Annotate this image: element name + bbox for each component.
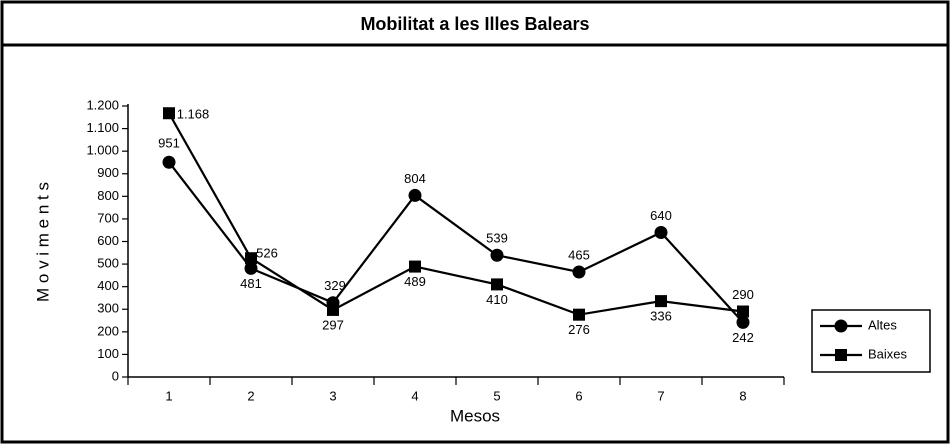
y-tick-label: 100 [97, 346, 119, 361]
data-label: 640 [650, 208, 672, 223]
y-tick-label: 800 [97, 188, 119, 203]
y-tick-label: 200 [97, 323, 119, 338]
point [737, 305, 749, 318]
point [244, 261, 258, 275]
y-tick-label: 400 [97, 278, 119, 293]
y-tick-label: 900 [97, 165, 119, 180]
y-axis-title: M o v i m e n t s [33, 182, 52, 302]
y-tick-label: 1.200 [86, 97, 119, 112]
x-tick-label: 3 [329, 388, 336, 403]
series-line [168, 161, 744, 324]
data-label: 297 [322, 317, 344, 332]
point [835, 349, 847, 361]
point [834, 319, 848, 333]
point [327, 303, 339, 316]
x-tick-label: 1 [165, 388, 172, 403]
data-label: 329 [324, 278, 346, 293]
x-axis-title: Mesos [450, 406, 500, 425]
legend-box [811, 309, 931, 373]
x-tick-label: 2 [247, 388, 254, 403]
point [490, 248, 504, 262]
data-label: 410 [486, 292, 508, 307]
point [572, 265, 586, 279]
data-label: 276 [568, 322, 590, 337]
point [162, 155, 176, 169]
data-label: 481 [240, 276, 262, 291]
data-label: 465 [568, 247, 590, 262]
data-label: 539 [486, 231, 508, 246]
y-tick-label: 500 [97, 256, 119, 271]
point [163, 107, 175, 120]
y-tick-label: 1.100 [86, 120, 119, 135]
y-tick-label: 1.000 [86, 143, 119, 158]
point [491, 278, 503, 291]
data-label: 951 [158, 136, 180, 151]
y-tick-label: 600 [97, 233, 119, 248]
point [654, 225, 668, 239]
x-tick-label: 6 [575, 388, 582, 403]
point [408, 188, 422, 202]
data-label: 1.168 [177, 107, 210, 122]
x-tick-label: 7 [657, 388, 664, 403]
point [573, 308, 585, 321]
point [409, 260, 421, 273]
point [245, 252, 257, 265]
point [655, 295, 667, 308]
x-tick-label: 8 [739, 388, 746, 403]
data-label: 804 [404, 171, 426, 186]
data-label: 489 [404, 274, 426, 289]
legend-label: Baixes [868, 346, 908, 361]
data-label: 290 [732, 287, 754, 302]
data-label: 242 [732, 330, 754, 345]
y-tick-label: 300 [97, 301, 119, 316]
y-tick-label: 700 [97, 210, 119, 225]
y-tick-label: 0 [112, 368, 119, 383]
series-line [168, 112, 744, 316]
point [736, 315, 750, 329]
data-label: 526 [256, 246, 278, 261]
x-tick-label: 4 [411, 388, 418, 403]
x-tick-label: 5 [493, 388, 500, 403]
chart-title: Mobilitat a les Illes Balears [360, 14, 589, 34]
legend-label: Altes [868, 317, 897, 332]
data-label: 336 [650, 309, 672, 324]
